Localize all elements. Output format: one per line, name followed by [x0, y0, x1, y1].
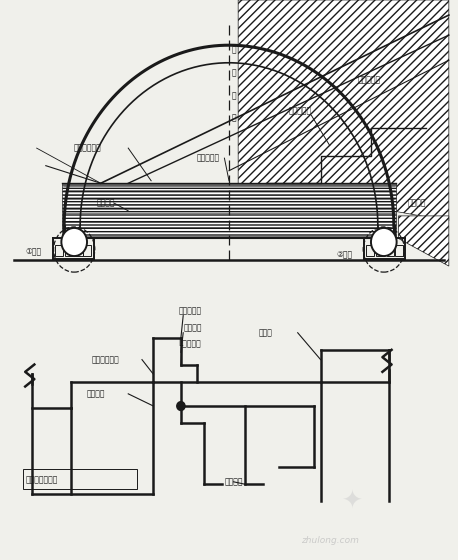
- Bar: [366, 245, 374, 256]
- Bar: [395, 245, 403, 256]
- Text: zhulong.com: zhulong.com: [301, 536, 359, 545]
- Text: 横向接地筋: 横向接地筋: [357, 76, 380, 85]
- Text: 隧: 隧: [231, 46, 236, 55]
- Text: 底板接地钢筋网: 底板接地钢筋网: [25, 475, 58, 484]
- Text: 贯通地线: 贯通地线: [96, 199, 114, 208]
- Text: ✦: ✦: [342, 489, 363, 514]
- Text: 底板接地极: 底板接地极: [197, 153, 220, 162]
- Text: 贯通地线: 贯通地线: [408, 199, 426, 208]
- Circle shape: [61, 228, 87, 256]
- Text: 接地端子: 接地端子: [224, 477, 243, 486]
- Polygon shape: [398, 216, 449, 266]
- Polygon shape: [238, 0, 449, 221]
- Circle shape: [371, 228, 397, 256]
- Bar: [55, 245, 63, 256]
- Text: 中: 中: [231, 91, 236, 100]
- Bar: [65, 245, 73, 256]
- Bar: [75, 245, 83, 256]
- Bar: [387, 245, 394, 256]
- Text: 贯通地线: 贯通地线: [183, 323, 202, 332]
- Bar: [62, 183, 396, 239]
- Text: 底板接地极: 底板接地极: [289, 106, 311, 115]
- Bar: [83, 245, 91, 256]
- Text: 通信信号槽: 通信信号槽: [179, 306, 202, 315]
- Circle shape: [177, 402, 185, 410]
- Text: 电力槽: 电力槽: [259, 328, 273, 337]
- Text: L形连接器: L形连接器: [179, 338, 202, 347]
- Bar: [376, 245, 384, 256]
- Text: 线: 线: [231, 114, 236, 123]
- Text: 纵向接地钢筋: 纵向接地钢筋: [73, 143, 101, 153]
- Text: 纵向接地钢筋: 纵向接地钢筋: [92, 355, 120, 364]
- Bar: [23, 469, 137, 489]
- Text: ②节点: ②节点: [337, 250, 353, 259]
- Text: 连接钢筋: 连接钢筋: [87, 389, 105, 398]
- Text: 道: 道: [231, 68, 236, 77]
- Text: ①节点: ①节点: [25, 246, 41, 255]
